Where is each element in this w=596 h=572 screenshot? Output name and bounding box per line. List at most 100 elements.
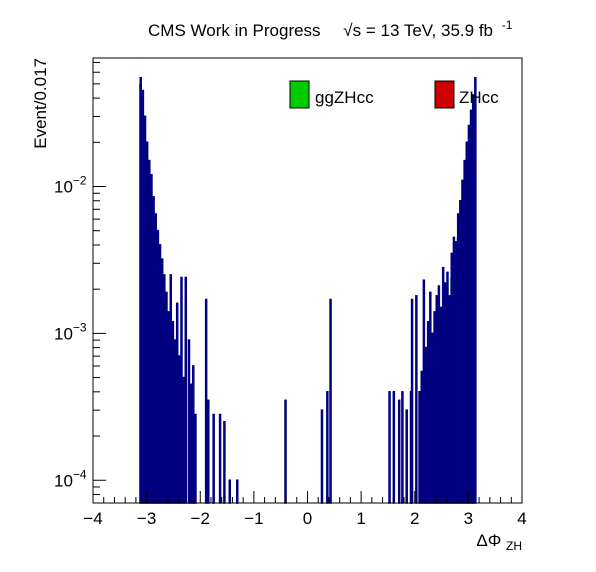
bar-outline-66 [463, 159, 466, 504]
bar-outline-24 [192, 365, 195, 504]
bar-outline-1 [141, 89, 145, 504]
bar-outline-58 [446, 271, 449, 504]
x-tick-label: −2 [191, 509, 210, 528]
bar-outline-16 [173, 339, 177, 504]
bar-outline-33 [284, 399, 287, 504]
bar-outline-50 [429, 291, 432, 504]
bar-outline-52 [433, 311, 436, 504]
bar-outline-26 [204, 298, 208, 504]
bar-outline-55 [439, 306, 443, 504]
x-tick-label: 1 [356, 509, 365, 528]
y-tick-base: 10 [54, 324, 73, 343]
bar-outline-48 [424, 346, 428, 504]
bar-outline-3 [145, 141, 149, 504]
bar-outline-23 [189, 383, 193, 504]
chart-header: CMS Work in Progress √s = 13 TeV, 35.9 f… [148, 18, 513, 40]
y-tick-exponent: −4 [73, 467, 87, 481]
bar-outline-71 [474, 76, 477, 504]
y-axis-label: Event/0.017 [31, 58, 50, 149]
experiment-label: CMS Work in Progress [148, 21, 321, 40]
x-tick-label: 2 [410, 509, 419, 528]
bar-outline-39 [397, 399, 401, 504]
bar-outline-35 [326, 391, 329, 504]
bar-outline-68 [467, 124, 471, 504]
x-tick-label: −3 [137, 509, 156, 528]
x-tick-label: 3 [464, 509, 473, 528]
bar-outline-32 [236, 479, 239, 504]
legend-swatch-zhcc [434, 80, 455, 109]
bar-outline-34 [320, 409, 324, 504]
bar-outline-10 [160, 258, 164, 504]
bar-outline-57 [444, 282, 447, 504]
y-tick-label: 10−3 [54, 320, 87, 343]
y-tick-label: 10−4 [54, 467, 87, 490]
x-tick-label: 4 [517, 509, 526, 528]
legend-label-ggzhcc: ggZHcc [315, 88, 374, 107]
lumi-exponent: -1 [502, 18, 513, 32]
bar-outline-60 [450, 252, 454, 504]
bar-outline-54 [437, 285, 441, 504]
bar-outline-49 [426, 320, 430, 504]
legend: ggZHcc ZHcc [289, 80, 499, 109]
bar-outline-70 [471, 94, 475, 504]
x-axis-label: ΔΦ ZH [476, 531, 522, 553]
bar-outline-29 [218, 413, 222, 504]
bar-outline-27 [207, 399, 210, 504]
legend-swatch-ggzhcc [289, 80, 310, 109]
bar-outline-7 [154, 213, 157, 504]
bar-outline-38 [392, 391, 396, 504]
bar-outline-4 [148, 159, 151, 504]
bar-outline-17 [175, 302, 179, 504]
bar-outline-53 [435, 295, 438, 504]
x-axis-label-sub: ZH [506, 539, 522, 553]
bar-outline-51 [431, 332, 434, 504]
y-tick-base: 10 [54, 178, 73, 197]
bar-outline-31 [228, 479, 231, 504]
legend-label-zhcc: ZHcc [459, 88, 499, 107]
bar-outline-5 [150, 174, 153, 504]
bar-outline-9 [158, 244, 162, 504]
bar-outline-43 [410, 298, 414, 504]
bar-outline-30 [223, 421, 226, 504]
bar-outline-44 [415, 295, 418, 504]
bar-outline-14 [169, 274, 173, 504]
energy-lumi-label: √s = 13 TeV, 35.9 fb [343, 21, 493, 40]
bar-outline-22 [187, 339, 191, 504]
y-tick-base: 10 [54, 471, 73, 490]
bar-outline-11 [163, 274, 166, 504]
y-tick-exponent: −3 [73, 320, 87, 334]
bar-outline-64 [459, 199, 462, 504]
bar-outline-15 [171, 320, 175, 504]
bar-outline-25 [194, 413, 197, 504]
bar-outline-67 [465, 141, 469, 504]
bar-outline-41 [405, 409, 408, 504]
bar-outline-45 [418, 391, 421, 504]
bar-outline-28 [212, 413, 215, 504]
bar-outline-56 [441, 266, 445, 504]
bar-outline-37 [388, 391, 391, 504]
bar-outline-36 [329, 298, 332, 504]
bar-outline-20 [182, 376, 185, 504]
bar-outline-65 [461, 179, 464, 504]
bar-outline-62 [454, 241, 458, 504]
bar-outline-13 [167, 311, 170, 504]
bar-outline-8 [156, 229, 160, 504]
y-tick-label: 10−2 [54, 174, 87, 197]
y-tick-exponent: −2 [73, 174, 87, 188]
bar-outline-19 [180, 276, 183, 504]
bar-outline-46 [420, 370, 423, 504]
bar-outline-61 [452, 236, 456, 504]
bar-outline-2 [143, 115, 147, 504]
bar-outline-63 [456, 213, 460, 504]
x-tick-label: −4 [83, 509, 102, 528]
bar-outline-6 [152, 196, 155, 504]
bar-outline-40 [401, 391, 404, 504]
bar-outline-21 [184, 276, 188, 504]
x-axis-ticks: −4 −3 −2 −1 0 1 2 3 4 [83, 491, 527, 528]
y-axis-ticks: 10−210−310−4 [54, 61, 106, 504]
x-tick-label: 0 [303, 509, 312, 528]
bar-outline-47 [422, 279, 426, 504]
x-tick-label: −1 [244, 509, 263, 528]
bar-outline-12 [165, 291, 168, 504]
